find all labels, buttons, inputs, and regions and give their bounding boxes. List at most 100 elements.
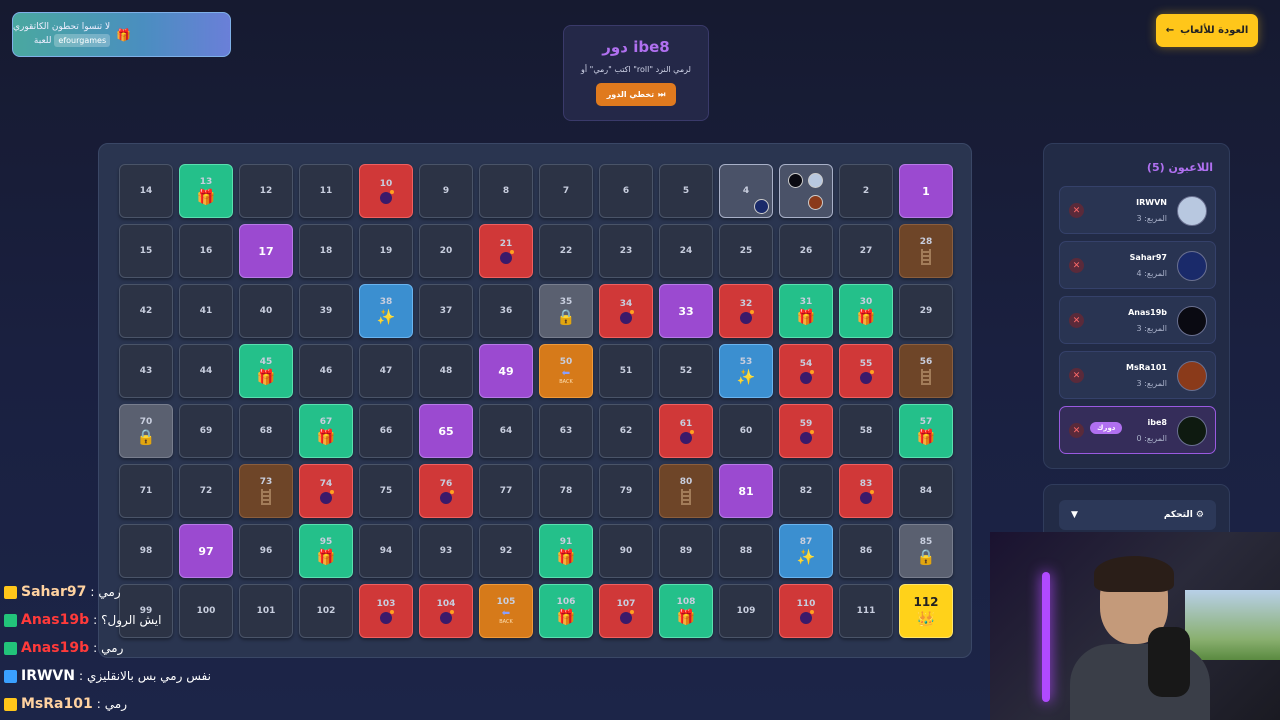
board-cell-56: 56 xyxy=(899,344,953,398)
cell-number: 25 xyxy=(739,246,753,256)
crown-icon: 👑 xyxy=(916,609,936,628)
cell-number: 100 xyxy=(196,606,216,616)
board-cell-46: 46 xyxy=(299,344,353,398)
cell-number: 46 xyxy=(319,366,333,376)
cell-number: 22 xyxy=(559,246,573,256)
gift-icon: 🎁 xyxy=(556,547,576,566)
board-cell-60: 60 xyxy=(719,404,773,458)
player-square: المربع: 3 xyxy=(1136,214,1167,223)
cell-number: 59 xyxy=(799,418,813,429)
gift-icon: 🎁 xyxy=(256,367,276,386)
cell-number: 79 xyxy=(619,486,633,496)
board-cell-89: 89 xyxy=(659,524,713,578)
remove-player-button[interactable]: ✕ xyxy=(1069,258,1084,273)
board-cell-105: 105 ⬅ BACK xyxy=(479,584,533,638)
remove-player-button[interactable]: ✕ xyxy=(1069,313,1084,328)
webcam-feed xyxy=(990,532,1280,720)
cell-number: 78 xyxy=(559,486,573,496)
lock-icon: 🔒 xyxy=(136,427,156,446)
board-cell-91: 91 🎁 xyxy=(539,524,593,578)
cell-number: 11 xyxy=(319,186,333,196)
ladder-icon xyxy=(261,489,271,505)
board-cell-65: 65 xyxy=(419,404,473,458)
back-to-games-button[interactable]: ← العودة للألعاب xyxy=(1156,14,1258,47)
cell-number: 96 xyxy=(259,546,273,556)
board-cell-11: 11 xyxy=(299,164,353,218)
bomb-icon xyxy=(620,309,634,324)
chat-separator: : xyxy=(93,613,98,627)
cell-number: 85 xyxy=(919,536,933,547)
ladder-icon xyxy=(921,249,931,265)
cell-number: 53 xyxy=(739,356,753,367)
board-cell-82: 82 xyxy=(779,464,833,518)
board-cell-5: 5 xyxy=(659,164,713,218)
bomb-icon xyxy=(860,489,874,504)
board-cell-83: 83 xyxy=(839,464,893,518)
cell-number: 86 xyxy=(859,546,873,556)
cell-number: 50 xyxy=(559,357,573,367)
board-cell-28: 28 xyxy=(899,224,953,278)
cell-number: 28 xyxy=(919,237,933,247)
board-cell-106: 106 🎁 xyxy=(539,584,593,638)
cell-number: 89 xyxy=(679,546,693,556)
board-cell-8: 8 xyxy=(479,164,533,218)
cell-number: 73 xyxy=(259,477,273,487)
turn-title: دور ibe8 xyxy=(602,38,670,56)
your-turn-badge: دورك xyxy=(1090,422,1123,434)
cell-number: 112 xyxy=(913,594,939,609)
cell-number: 33 xyxy=(678,304,694,318)
cell-number: 32 xyxy=(739,298,753,309)
neon-light xyxy=(1042,572,1050,702)
board-cell-58: 58 xyxy=(839,404,893,458)
user-badge-icon xyxy=(4,613,17,627)
board-cell-36: 36 xyxy=(479,284,533,338)
control-label: التحكم xyxy=(1163,510,1193,520)
player-square: المربع: 4 xyxy=(1136,269,1167,278)
player-token xyxy=(808,173,823,188)
control-toggle[interactable]: ▼ التحكم ⚙ xyxy=(1059,500,1216,530)
remove-player-button[interactable]: ✕ xyxy=(1069,368,1084,383)
cell-number: 111 xyxy=(856,606,876,616)
cell-number: 38 xyxy=(379,296,393,307)
board-cell-92: 92 xyxy=(479,524,533,578)
player-token xyxy=(808,195,823,210)
cell-number: 4 xyxy=(742,186,750,196)
board-cell-71: 71 xyxy=(119,464,173,518)
skip-turn-button[interactable]: تخطي الدور ⏭ xyxy=(596,83,676,106)
cell-number: 107 xyxy=(616,598,636,609)
cell-number: 9 xyxy=(442,186,450,196)
board-cell-64: 64 xyxy=(479,404,533,458)
skip-label: تخطي الدور xyxy=(606,90,655,99)
cell-number: 102 xyxy=(316,606,336,616)
chat-message: Sahar97: رمي xyxy=(4,580,121,604)
board-cell-23: 23 xyxy=(599,224,653,278)
players-panel: اللاعبون (5) IRWVN المربع: 3 ✕ Sahar97 المرب… xyxy=(1043,143,1230,469)
avatar xyxy=(1177,196,1207,226)
cell-number: 34 xyxy=(619,298,633,309)
chat-message: Anas19b: رمي xyxy=(4,636,123,660)
turn-panel: دور ibe8 اكتب "رمي" أو "roll" لرمي النرد… xyxy=(563,25,709,121)
player-name: Anas19b xyxy=(1128,308,1167,317)
skip-icon: ⏭ xyxy=(658,89,666,99)
streamer-hair xyxy=(1094,556,1174,592)
cell-number: 37 xyxy=(439,306,453,316)
board-cell-34: 34 xyxy=(599,284,653,338)
board-cell-44: 44 xyxy=(179,344,233,398)
cell-number: 47 xyxy=(379,366,393,376)
cell-number: 67 xyxy=(319,416,333,427)
chat-message: Anas19b: ايش الرول؟ xyxy=(4,608,161,632)
remove-player-button[interactable]: ✕ xyxy=(1069,423,1084,438)
board-cell-32: 32 xyxy=(719,284,773,338)
ladder-icon xyxy=(681,489,691,505)
cell-number: 6 xyxy=(622,186,630,196)
gift-icon: 🎁 xyxy=(316,547,336,566)
remove-player-button[interactable]: ✕ xyxy=(1069,203,1084,218)
cell-number: 15 xyxy=(139,246,153,256)
player-card-Sahar97: Sahar97 المربع: 4 ✕ xyxy=(1059,241,1216,289)
cell-number: 95 xyxy=(319,536,333,547)
cell-number: 109 xyxy=(736,606,756,616)
board-cell-52: 52 xyxy=(659,344,713,398)
board-cell-42: 42 xyxy=(119,284,173,338)
board-cell-14: 14 xyxy=(119,164,173,218)
game-board: 14 13 🎁 12 11 10 9 8 7 6 5 4 2 1 15 16 17 18 19 20 21 22 23 24 2… xyxy=(98,143,972,658)
